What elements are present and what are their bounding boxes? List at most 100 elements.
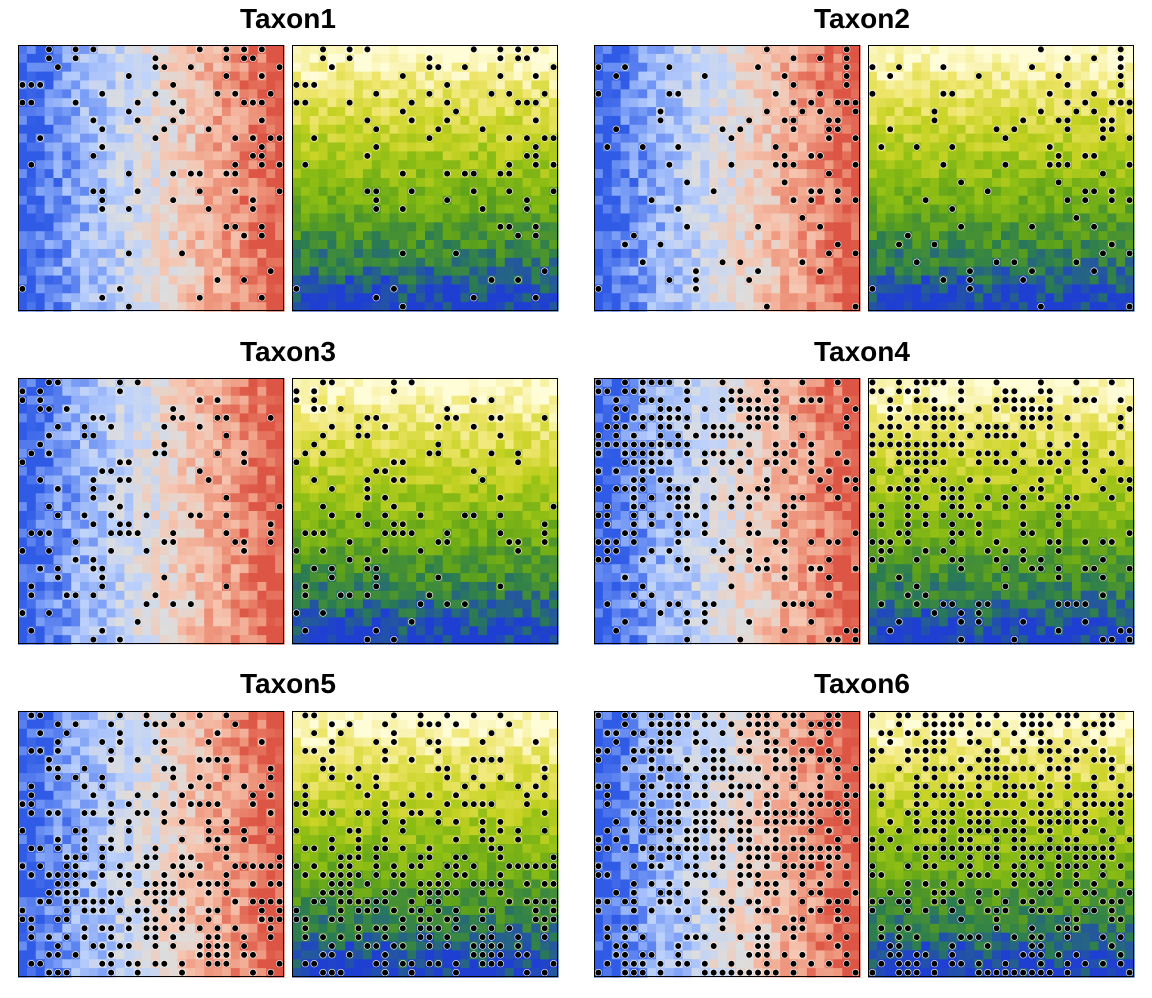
grid-cell (204, 546, 214, 556)
grid-cell (1089, 62, 1100, 73)
grid-cell (921, 204, 931, 215)
grid-cell (44, 590, 55, 601)
grid-cell (151, 599, 161, 610)
grid-cell (26, 124, 37, 135)
grid-cell (142, 213, 152, 223)
grid-cell (88, 395, 99, 406)
grid-cell (380, 98, 391, 108)
grid-cell (1009, 98, 1020, 108)
grid-cell (186, 98, 196, 108)
grid-cell (97, 493, 108, 503)
grid-cell (700, 231, 710, 241)
grid-cell (992, 133, 1002, 144)
grid-cell (151, 107, 161, 117)
occurrence-point (89, 520, 97, 528)
grid-cell (442, 275, 453, 285)
grid-cell (1018, 266, 1029, 277)
grid-cell (478, 240, 488, 250)
grid-cell (478, 98, 488, 108)
grid-cell (762, 53, 772, 64)
grid-cell (1080, 231, 1091, 241)
grid-cell (44, 71, 55, 82)
grid-cell (594, 213, 604, 223)
grid-cell (97, 53, 108, 64)
grid-cell (1045, 71, 1055, 82)
grid-cell (1045, 115, 1055, 126)
grid-cell (549, 53, 559, 64)
grid-cell (594, 98, 604, 108)
occurrence-point (763, 45, 771, 54)
grid-cell (709, 248, 719, 259)
occurrence-point (107, 547, 115, 555)
grid-cell (983, 142, 993, 152)
grid-cell (168, 502, 179, 512)
grid-cell (53, 142, 63, 152)
grid-cell (221, 257, 232, 268)
grid-cell (682, 213, 693, 223)
grid-cell (275, 222, 285, 232)
grid-cell (159, 484, 170, 494)
grid-cell (106, 617, 117, 627)
grid-cell (1009, 213, 1020, 223)
grid-cell (1098, 284, 1108, 294)
grid-cell (115, 431, 125, 441)
grid-cell (930, 248, 940, 259)
grid-cell (62, 608, 72, 618)
grid-cell (213, 484, 223, 494)
grid-cell (806, 222, 817, 232)
grid-cell (912, 151, 922, 161)
grid-cell (487, 160, 497, 170)
grid-cell (1054, 257, 1064, 268)
grid-cell (602, 231, 613, 241)
grid-cell (868, 222, 878, 232)
grid-cell (26, 107, 37, 117)
grid-cell (159, 475, 170, 485)
occurrence-point (125, 249, 133, 257)
grid-cell (885, 284, 896, 294)
grid-cell (1063, 45, 1073, 55)
grid-cell (956, 107, 967, 117)
occurrence-point (275, 63, 284, 71)
occurrence-point (116, 520, 124, 528)
grid-cell (691, 160, 701, 170)
grid-cell (177, 546, 188, 556)
grid-cell (638, 248, 648, 259)
grid-cell (88, 195, 99, 206)
grid-cell (97, 617, 108, 627)
grid-cell (159, 195, 170, 206)
grid-cell (885, 142, 896, 152)
grid-cell (53, 502, 63, 512)
grid-cell (594, 275, 604, 285)
grid-cell (416, 62, 426, 73)
grid-cell (230, 395, 241, 406)
grid-cell (797, 169, 808, 179)
grid-cell (195, 519, 205, 530)
grid-cell (266, 404, 276, 415)
grid-cell (416, 107, 426, 117)
grid-cell (1071, 240, 1082, 250)
grid-cell (292, 240, 302, 250)
grid-cell (407, 213, 417, 223)
grid-cell (151, 124, 161, 135)
grid-cell (938, 266, 949, 277)
grid-cell (389, 160, 399, 170)
grid-cell (292, 195, 302, 206)
grid-cell (389, 213, 399, 223)
grid-cell (230, 519, 241, 530)
occurrence-point (992, 125, 1001, 133)
grid-cell (221, 466, 232, 477)
grid-cell (266, 564, 276, 574)
grid-cell (930, 195, 940, 206)
occurrence-point (116, 458, 124, 466)
grid-cell (522, 115, 532, 126)
grid-cell (744, 107, 755, 117)
grid-cell (868, 80, 878, 90)
occurrence-point (36, 440, 44, 449)
grid-cell (177, 564, 188, 574)
grid-cell (362, 293, 373, 303)
grid-cell (851, 231, 861, 241)
grid-cell (912, 266, 922, 277)
grid-cell (673, 293, 684, 303)
grid-cell (780, 284, 790, 294)
occurrence-point (807, 187, 815, 195)
